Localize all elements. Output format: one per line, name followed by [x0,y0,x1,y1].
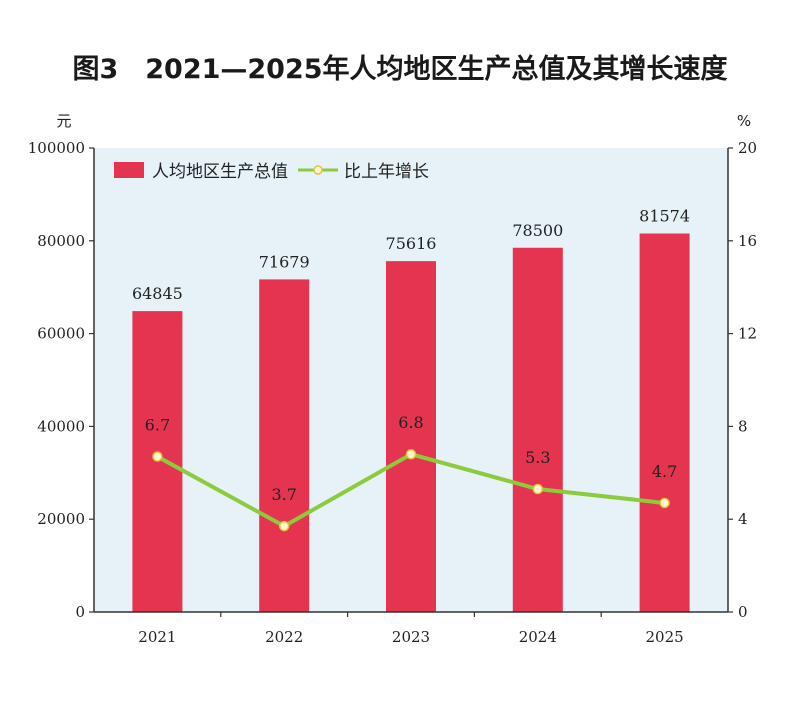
bar-value-label: 78500 [512,221,563,240]
bar-2025 [639,233,690,612]
growth-value-label: 4.7 [652,462,677,481]
growth-line [152,448,670,532]
y-right-tick-label: 0 [738,603,748,621]
y-right-unit: % [737,112,751,130]
growth-point-2024 [532,483,544,495]
y-right-tick-label: 12 [738,325,757,343]
legend-bar-swatch [114,162,144,178]
x-tick-label: 2025 [646,628,684,646]
growth-point-2022 [278,520,290,532]
legend: 人均地区生产总值 比上年增长 [114,162,429,182]
y-left-tick-label: 40000 [37,417,85,435]
growth-point-2023 [405,448,417,460]
data-labels: 64845 71679 75616 78500 81574 6.7 3.7 6.8 5.3 4.7 [132,206,690,504]
y-right-tick-label: 8 [738,417,748,435]
y-left-tick-label: 60000 [37,325,85,343]
axes: 0 20000 40000 60000 80000 100000 0 4 8 12 16 20 2021… [28,139,757,646]
bar-value-label: 81574 [639,206,690,225]
legend-line-marker [313,165,323,175]
growth-value-label: 5.3 [525,448,550,467]
bar-value-label: 75616 [386,234,437,253]
y-left-tick-label: 20000 [37,510,85,528]
growth-point-2025 [659,497,670,509]
x-tick-label: 2022 [265,628,303,646]
legend-line-label: 比上年增长 [344,162,429,182]
bars [132,233,690,612]
bar-2023 [386,261,436,612]
x-tick-label: 2021 [138,628,176,646]
growth-value-label: 3.7 [271,485,296,504]
legend-bar-label: 人均地区生产总值 [152,162,288,182]
y-right-tick-label: 16 [738,232,757,250]
y-right-tick-label: 4 [738,510,748,528]
bar-value-label: 71679 [259,252,310,271]
y-left-tick-label: 80000 [37,232,85,250]
growth-value-label: 6.8 [398,413,423,432]
x-tick-label: 2024 [519,628,557,646]
bar-2022 [259,279,310,612]
growth-point-2021 [152,451,163,462]
y-left-tick-label: 0 [75,603,85,621]
chart-title: 图3 2021—2025年人均地区生产总值及其增长速度 [72,53,727,85]
y-right-tick-label: 20 [738,139,757,157]
bar-value-label: 64845 [132,284,183,303]
y-left-unit: 元 [56,112,71,130]
y-left-tick-label: 100000 [28,139,85,157]
growth-value-label: 6.7 [145,416,170,435]
bar-2024 [512,247,563,612]
x-tick-label: 2023 [392,628,430,646]
